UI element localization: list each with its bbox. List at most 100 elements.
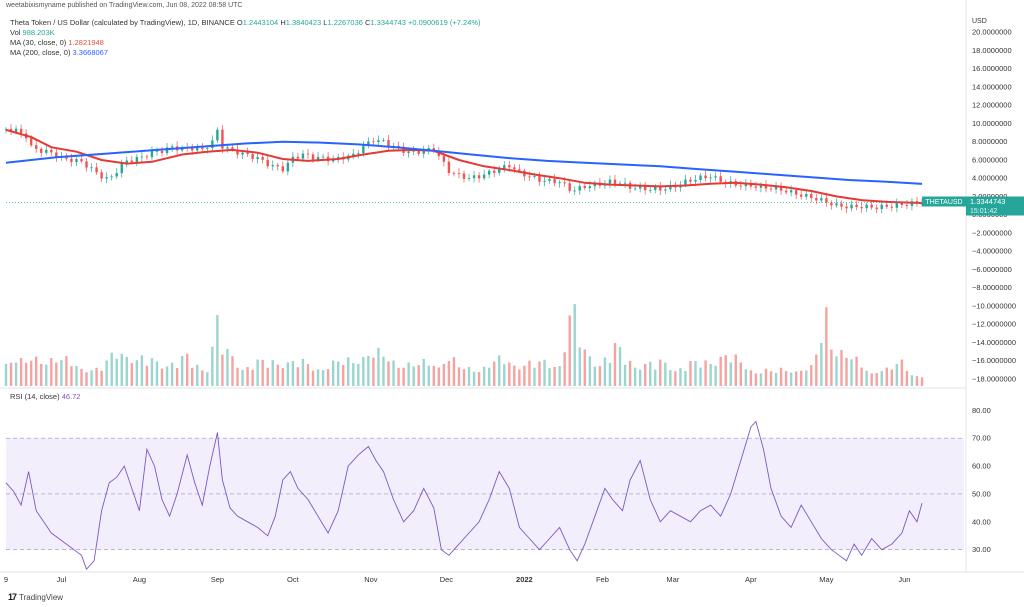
candle-body — [477, 175, 481, 179]
candle-body — [45, 149, 48, 153]
candle-body — [452, 172, 456, 174]
candle-body — [638, 185, 642, 189]
volume-bar — [472, 371, 476, 386]
candle-body — [40, 148, 43, 153]
candle-body — [548, 178, 551, 181]
volume-bar — [845, 357, 848, 386]
price-tick-label: 2.0000000 — [972, 192, 1007, 201]
candle-body — [70, 158, 73, 163]
price-tick-label: −8.0000000 — [972, 283, 1012, 292]
candle-body — [538, 176, 541, 182]
candle-body — [769, 188, 773, 190]
volume-bar — [155, 361, 159, 386]
volume-bar — [175, 368, 179, 386]
volume-bar — [759, 373, 763, 386]
volume-bar — [654, 369, 657, 386]
volume-bar — [724, 355, 727, 386]
candle-body — [905, 204, 909, 206]
candle-body — [377, 140, 380, 143]
candle-body — [256, 157, 259, 159]
candle-body — [367, 141, 370, 146]
volume-bar — [603, 357, 607, 386]
legend-vol-row[interactable]: Vol 988.203K — [10, 28, 481, 38]
candle-body — [870, 204, 873, 208]
candle-body — [170, 146, 174, 148]
high-value: 1.3840423 — [285, 18, 322, 27]
time-tick-label: Aug — [133, 575, 146, 584]
volume-bar — [437, 367, 441, 386]
candle-body — [800, 194, 803, 197]
volume-bar — [563, 352, 566, 386]
volume-bar — [487, 367, 491, 386]
candle-body — [201, 147, 204, 149]
moving-averages — [5, 128, 923, 204]
candle-body — [236, 149, 239, 155]
candle-body — [120, 163, 123, 174]
candle-body — [669, 185, 672, 190]
time-tick-label: Jul — [57, 575, 67, 584]
price-tick-label: 16.0000000 — [972, 64, 1012, 73]
price-tick-label: −16.0000000 — [972, 356, 1016, 365]
candle-body — [558, 182, 561, 184]
volume-bar — [729, 362, 732, 386]
candle-body — [150, 151, 154, 158]
volume-bar — [100, 370, 103, 386]
price-axis-unit: USD — [972, 18, 987, 25]
volume-bar — [266, 367, 269, 386]
rsi-legend[interactable]: RSI (14, close) 46.72 — [10, 392, 80, 401]
candle-body — [875, 207, 878, 209]
symbol-title[interactable]: Theta Token / US Dollar (calculated by T… — [10, 18, 235, 27]
candle-body — [145, 156, 149, 158]
candle-body — [865, 204, 868, 209]
time-tick-label: Jun — [898, 575, 910, 584]
last-price-value: 1.3344743 — [970, 197, 1005, 206]
volume-bar — [115, 358, 118, 386]
volume-bar — [140, 355, 144, 386]
rsi-tick-label: 30.00 — [972, 545, 991, 554]
open-value: 1.2443104 — [242, 18, 279, 27]
legend-ma30-row[interactable]: MA (30, close, 0) 1.2821948 — [10, 38, 481, 48]
time-tick-label: Dec — [440, 575, 454, 584]
candle-body — [583, 186, 586, 189]
candle-body — [613, 179, 617, 184]
volume-bar — [749, 370, 753, 386]
candle-body — [588, 186, 592, 189]
volume-bar — [457, 367, 461, 386]
volume-bar — [29, 360, 33, 386]
candle-body — [719, 176, 722, 182]
volume-bar — [452, 357, 456, 386]
candle-body — [487, 170, 491, 175]
rsi-tick-label: 50.00 — [972, 489, 991, 498]
volume-bar — [915, 376, 919, 386]
volume-bar — [643, 363, 647, 386]
time-tick-label: Sep — [211, 575, 224, 584]
candle-body — [684, 179, 687, 186]
candle-body — [50, 149, 53, 153]
candle-body — [95, 167, 98, 173]
volume-bar — [553, 366, 556, 386]
volume-bar — [367, 355, 370, 386]
price-tick-label: 6.0000000 — [972, 155, 1007, 164]
volume-bar — [719, 356, 722, 386]
candle-body — [825, 198, 828, 203]
candle-body — [563, 182, 566, 184]
volume-bar — [709, 364, 712, 386]
candle-body — [165, 147, 169, 154]
volume-bar — [870, 373, 873, 386]
price-tick-label: 20.0000000 — [972, 28, 1012, 37]
volume-bar — [236, 367, 239, 386]
footer-brand[interactable]: 17 TradingView — [8, 592, 63, 602]
volume-bar — [508, 362, 511, 386]
volume-bar — [628, 360, 632, 386]
axes: USD 20.0000000 18.0000000 16.0000000 14.0000… — [0, 0, 1024, 584]
ma30-label: MA (30, close, 0) — [10, 38, 67, 47]
legend-ma200-row[interactable]: MA (200, close, 0) 3.3668067 — [10, 48, 481, 58]
volume-bar — [392, 360, 395, 386]
candle-body — [226, 147, 229, 149]
candle-body — [281, 166, 285, 172]
volume-bar — [890, 369, 894, 386]
volume-bar — [825, 307, 828, 386]
price-tick-label: −14.0000000 — [972, 338, 1016, 347]
volume-bar — [754, 373, 758, 386]
